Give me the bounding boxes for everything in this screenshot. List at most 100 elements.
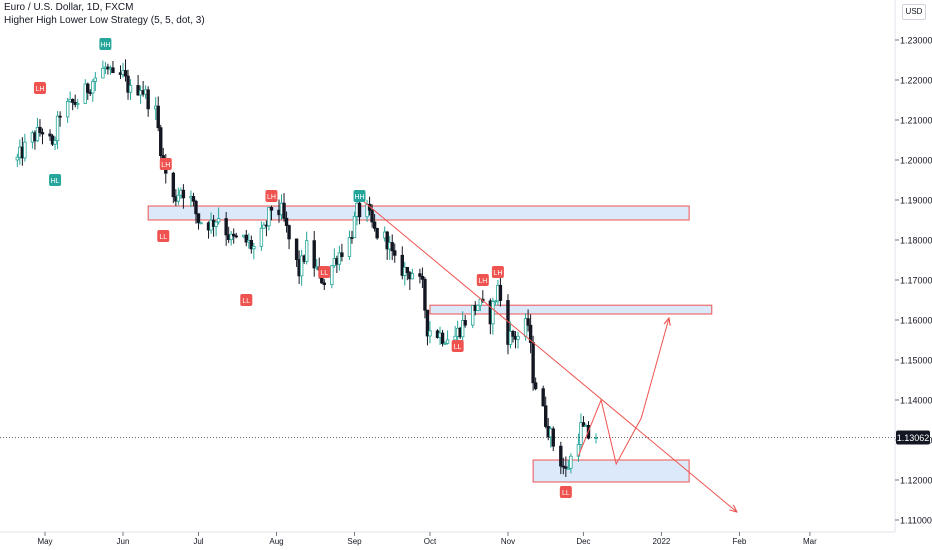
candle [196,213,201,230]
x-tick-label: Feb [733,537,747,546]
candle-body [443,342,447,345]
marker-ll: LL [157,230,170,242]
x-tick-label: Mar [803,537,817,546]
candle-body [533,382,538,390]
candle-body [425,309,430,337]
candle-body [284,217,289,226]
candle-body [357,202,362,218]
marker-label: LH [478,278,487,285]
candle [269,205,274,221]
markers: LH HL HH LH LL LL LH LL HH LL LH LH LL [33,38,572,498]
candle [176,187,181,206]
candle-body [390,242,394,252]
candle [252,242,256,260]
candle-body [282,202,286,219]
marker-hh: HH [353,190,366,202]
candle-body [234,235,238,238]
candle-body [194,200,198,215]
candle-body [216,218,221,223]
candle-body [176,194,181,202]
candle [526,309,530,332]
candle-body [252,245,256,250]
y-tick-label: 1.11000 [900,516,932,526]
last-price-tag [896,430,930,445]
candle [123,59,128,82]
candle [551,426,555,451]
candle [460,311,465,345]
candle-body [65,101,70,118]
candle [83,79,87,104]
candle-body [528,324,533,343]
marker-box [265,190,278,202]
candle-body [128,85,133,93]
candle [418,268,422,284]
candle-body [526,318,530,326]
candle-body [385,231,389,250]
candle-body [101,67,105,79]
candle-body [453,335,457,341]
candle [559,441,563,475]
marker-label: LL [159,234,167,241]
candle-body [511,330,515,337]
candle-body [372,221,377,229]
candle-body [375,227,379,239]
zone-rect [429,304,713,315]
y-tick-label: 1.18000 [900,236,932,246]
y-tick-label: 1.19000 [900,196,932,206]
candle [352,211,357,239]
candle-body [312,240,316,269]
candle-body [232,233,236,237]
candle-body [146,89,150,110]
candle-body [594,437,598,439]
drawn-lines [356,195,737,512]
candle [428,321,432,344]
indicator-label[interactable]: Higher High Lower Low Strategy (5, 5, do… [4,15,205,26]
y-tick-label: 1.23000 [900,36,932,46]
candles [15,59,598,477]
candle-body [393,250,397,256]
x-tick-label: Sep [347,537,362,546]
candle [159,124,163,162]
last-price-label: 1.13062 [897,433,930,443]
candle [284,211,289,233]
candle-body [53,140,57,145]
candle-body [428,330,432,337]
candle-body [224,218,228,236]
candle-body [171,172,176,198]
x-tick-label: Nov [501,537,515,546]
candle-body [181,189,186,199]
marker-lh: LH [159,158,172,170]
candle-body [244,234,248,243]
candle [58,111,62,127]
marker-label: LL [242,298,250,305]
candle-body [340,252,344,257]
marker-label: HH [354,194,364,201]
candle [372,213,377,232]
candle-body [551,428,555,447]
candle-body [347,237,352,257]
trend-line [577,318,669,466]
candle-body [541,388,545,407]
candle-body [471,305,475,326]
candle-body [294,238,299,260]
candle [126,69,130,100]
candle-body [410,273,415,280]
candle [312,231,316,277]
candle [541,385,545,407]
candle [330,264,334,289]
currency-button[interactable]: USD [902,4,926,20]
candle-body [267,207,271,227]
candle [76,98,80,110]
candle [375,227,379,240]
candle [244,229,248,247]
candle-body [76,103,80,105]
candle [506,294,510,355]
y-tick-label: 1.14000 [900,396,932,406]
candle [385,230,389,260]
candle-body [322,282,326,285]
candle [267,207,271,231]
candle [101,60,105,79]
marker-lh: LH [491,266,504,278]
candle-body [199,222,203,225]
